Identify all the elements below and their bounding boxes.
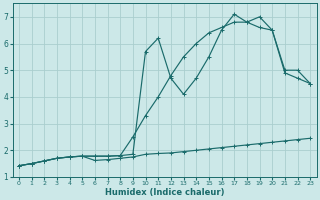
X-axis label: Humidex (Indice chaleur): Humidex (Indice chaleur): [105, 188, 224, 197]
